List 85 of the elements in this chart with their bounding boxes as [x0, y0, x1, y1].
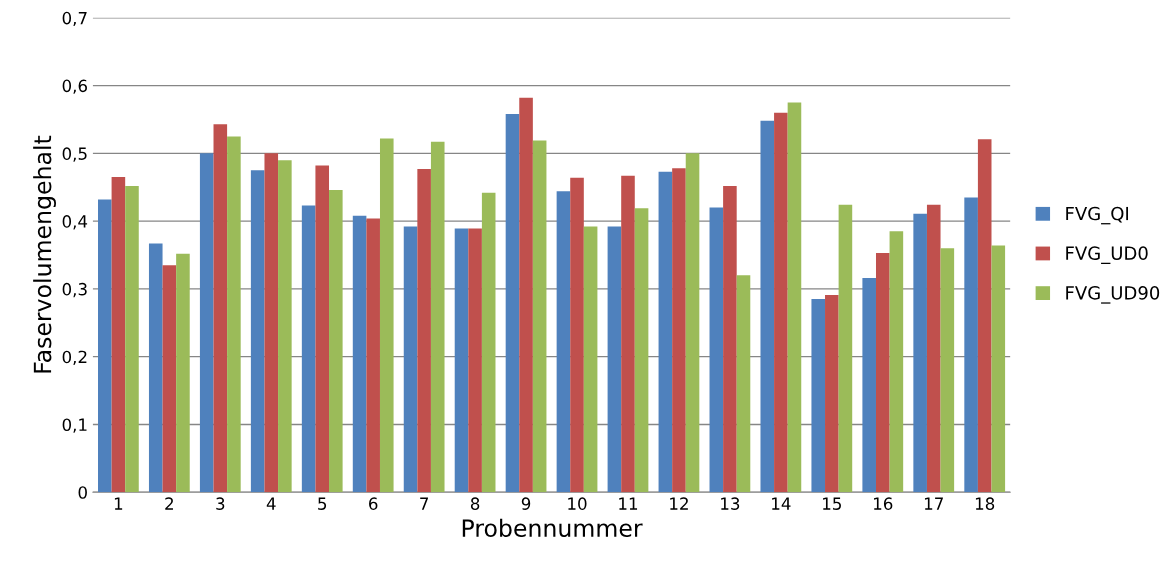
bar	[213, 124, 228, 493]
bar	[607, 226, 622, 493]
bar	[913, 213, 927, 493]
bar	[430, 141, 445, 493]
legend-label: FVG_UD90	[1066, 285, 1160, 304]
bar	[570, 177, 584, 493]
bar	[519, 97, 533, 493]
bar	[301, 205, 316, 493]
x-tick-label: 3	[216, 497, 225, 510]
bar	[709, 207, 724, 493]
y-tick-label: 0,1	[62, 418, 87, 433]
x-tick-label: 17	[924, 497, 943, 510]
bar	[787, 102, 802, 493]
bar	[672, 168, 686, 493]
bar	[379, 138, 394, 493]
legend-label: FVG_UD0	[1066, 246, 1148, 264]
bar	[875, 252, 890, 493]
bar	[264, 153, 279, 493]
bar	[481, 192, 496, 493]
bar	[454, 228, 469, 493]
x-tick-label: 18	[975, 497, 995, 510]
bar	[723, 185, 737, 493]
bar	[227, 136, 241, 493]
bar	[468, 228, 482, 493]
bar	[889, 231, 904, 493]
x-tick-label: 12	[670, 497, 688, 510]
x-tick-label: 7	[420, 497, 429, 510]
bar	[583, 226, 598, 493]
y-axis-title: Faservolumengehalt	[33, 135, 56, 373]
x-tick-label: 11	[619, 497, 638, 510]
bar	[111, 177, 126, 493]
x-tick-label: 15	[823, 497, 841, 510]
bar	[838, 204, 853, 493]
bar	[736, 275, 751, 493]
y-tick-label: 0,6	[62, 79, 87, 94]
x-tick-label: 16	[874, 497, 893, 510]
x-tick-label: 9	[521, 497, 531, 510]
y-tick-label: 0,2	[62, 350, 87, 365]
bar	[278, 160, 292, 493]
bar	[621, 175, 635, 493]
bar	[685, 153, 700, 493]
bar	[250, 170, 265, 493]
bar	[315, 165, 330, 493]
bar	[556, 191, 571, 493]
y-tick-label: 0,3	[62, 282, 87, 298]
legend-label: FVG_QI	[1066, 206, 1129, 225]
bar	[366, 218, 380, 493]
x-tick-label: 13	[721, 497, 740, 510]
bar	[532, 140, 547, 493]
bar	[329, 189, 343, 493]
bar	[991, 245, 1006, 493]
bar	[125, 185, 139, 493]
x-tick-label: 14	[772, 497, 791, 510]
bar	[862, 278, 876, 493]
bar	[825, 295, 839, 493]
y-tick-label: 0,4	[62, 215, 88, 230]
bar	[403, 226, 418, 493]
x-tick-label: 4	[266, 497, 276, 510]
bar	[98, 199, 112, 493]
bar	[926, 204, 941, 493]
bar	[176, 253, 190, 493]
bar	[964, 197, 978, 493]
y-tick-label: 0	[78, 486, 87, 499]
bar	[811, 299, 826, 493]
bar	[977, 139, 992, 493]
x-axis-title: Probennummer	[462, 518, 643, 538]
y-tick-label: 0,5	[62, 147, 87, 162]
bar	[199, 153, 214, 493]
x-tick-label: 5	[318, 497, 327, 510]
bar	[940, 248, 955, 493]
x-tick-label: 2	[165, 497, 173, 510]
bar	[760, 120, 775, 493]
bar	[352, 215, 367, 493]
bar	[634, 208, 649, 493]
bar	[148, 243, 163, 493]
bar	[658, 171, 673, 493]
y-tick-label: 0,7	[62, 11, 87, 27]
x-tick-label: 6	[369, 497, 378, 510]
bar	[774, 112, 788, 493]
x-tick-label: 10	[568, 497, 587, 510]
bar	[162, 265, 177, 493]
x-tick-label: 8	[470, 497, 480, 510]
x-tick-label: 1	[114, 497, 123, 510]
bar	[505, 114, 520, 493]
bar	[417, 168, 431, 493]
